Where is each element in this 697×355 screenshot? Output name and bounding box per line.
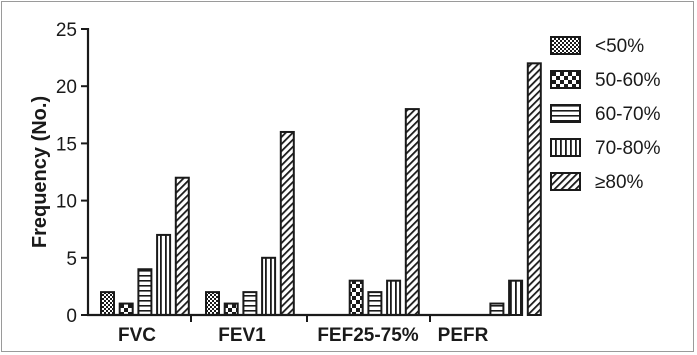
bar-fef2575-series-3 — [386, 279, 402, 316]
y-tick-label: 15 — [56, 134, 77, 155]
bar-fev1-series-3 — [261, 256, 277, 316]
bar-fvc-series-2 — [137, 268, 153, 316]
legend-label: 50-60% — [595, 70, 661, 91]
legend-label: 70-80% — [595, 138, 661, 159]
bar-fev1-series-0 — [205, 291, 220, 316]
x-axis-labels: FVC FEV1 FEF25-75% PEFR — [118, 325, 489, 346]
legend-swatch — [550, 138, 581, 157]
x-category-label: FVC — [118, 325, 156, 346]
legend: <50% 50-60% 60-70% 70-80% ≥80% — [550, 36, 661, 193]
legend-swatch — [550, 172, 581, 191]
y-tick-label: 10 — [56, 192, 77, 213]
legend-swatch — [550, 104, 581, 123]
bar-fev1-series-4 — [279, 130, 295, 316]
y-tick-label: 25 — [56, 20, 77, 41]
bar-fef2575-series-4 — [404, 108, 420, 316]
legend-label: 60-70% — [595, 104, 661, 125]
x-category-label: PEFR — [438, 325, 489, 346]
bar-fvc-series-4 — [174, 176, 190, 316]
y-axis-label: Frequency (No.) — [29, 96, 51, 248]
bar-fvc-series-0 — [100, 291, 115, 316]
bar-fev1-series-1 — [223, 302, 239, 316]
bar-fvc-series-1 — [118, 302, 134, 316]
y-tick-label: 5 — [66, 249, 77, 270]
bar-fvc-series-3 — [156, 233, 172, 316]
y-tick-label: 20 — [56, 77, 77, 98]
y-axis-ticks: 0 5 10 15 20 25 — [56, 20, 88, 327]
bar-fef2575-series-2 — [367, 291, 383, 316]
x-category-label: FEF25-75% — [317, 325, 418, 346]
bar-pefr-series-2 — [489, 302, 505, 316]
legend-label: <50% — [595, 36, 644, 57]
legend-swatch — [550, 36, 581, 55]
x-category-label: FEV1 — [218, 325, 266, 346]
bar-fef2575-series-1 — [348, 279, 364, 316]
legend-label: ≥80% — [595, 172, 644, 193]
bar-pefr-series-3 — [508, 279, 524, 316]
bar-fev1-series-2 — [242, 291, 258, 316]
bars — [100, 62, 542, 316]
legend-swatch — [550, 70, 581, 89]
y-tick-label: 0 — [66, 306, 77, 327]
axes — [86, 28, 510, 322]
bar-pefr-series-4 — [526, 62, 542, 316]
